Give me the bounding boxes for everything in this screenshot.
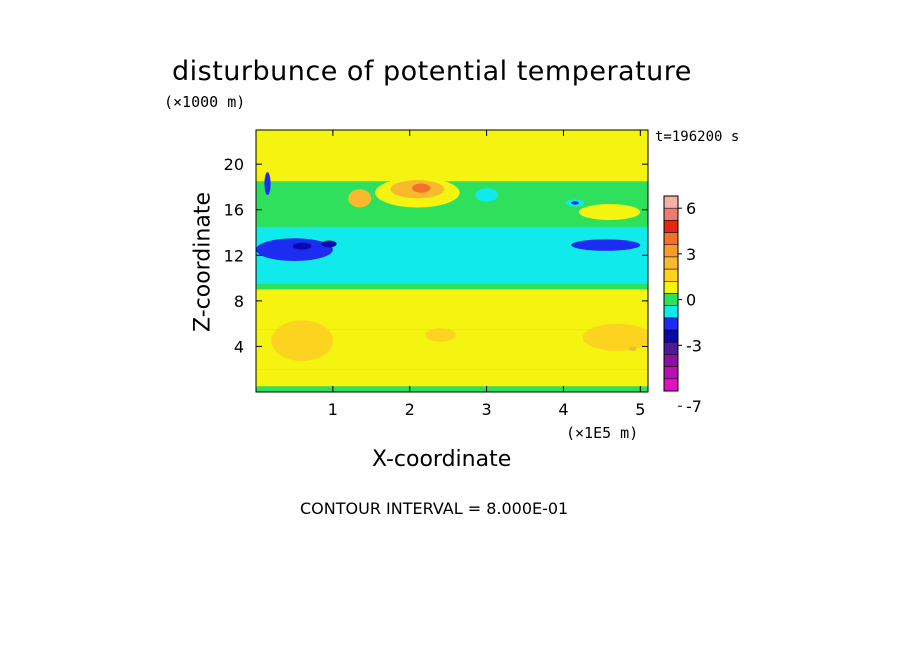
contour-region [578,204,641,220]
colorbar-swatch [663,305,679,319]
contour-interval-label: CONTOUR INTERVAL = 8.000E-01 [300,499,569,518]
x-tick-label: 1 [328,400,338,419]
colorbar-swatch [663,244,679,258]
contour-region [582,323,648,351]
colorbar-swatch [663,342,679,355]
y-tick-label: 4 [234,337,244,356]
x-tick-label: 2 [405,400,415,419]
colorbar-swatch [663,195,679,209]
time-label: t=196200 s [655,129,740,145]
y-tick-label: 20 [224,155,244,174]
contour-region [571,239,641,251]
contour-region [292,242,312,250]
colorbar-frame [663,195,679,392]
contour-field [256,130,648,392]
y-tick-label: 16 [224,201,244,220]
x-axis-unit: (×1E5 m) [566,424,639,442]
colorbar-tick-label: 3 [686,245,696,264]
x-tick-label: 3 [481,400,491,419]
colorbar-swatch [663,366,679,380]
contour-region [571,201,579,205]
contour-region [348,189,372,208]
x-axis-label: X-coordinate [372,447,512,472]
x-tick-label: 4 [558,400,568,419]
contour-region [264,172,271,195]
contour-region [321,240,337,248]
y-tick-label: 8 [234,292,244,311]
chart-title: disturbunce of potential temperature [172,56,692,87]
x-tick-label: 5 [635,400,645,419]
colorbar-swatch [663,281,679,294]
colorbar-swatch [663,268,679,282]
colorbar-tick-label: -7 [686,397,702,416]
contour-region [425,328,456,342]
colorbar-swatch [663,329,679,343]
contour-region [412,183,431,193]
colorbar-swatch [663,256,679,270]
colorbar-swatch [663,207,679,221]
contour-band [256,130,648,182]
contour-region [271,320,333,362]
contour-region [628,346,637,351]
y-tick-label: 12 [224,246,244,265]
y-axis-unit: (×1000 m) [164,93,246,111]
colorbar-swatch [663,293,679,306]
plot-frame [255,129,649,393]
colorbar-swatch [663,317,679,331]
contour-region [475,188,499,202]
colorbar-swatch [663,232,679,245]
colorbar-tick-label: 0 [686,291,696,310]
colorbar-swatch [663,354,679,367]
contour-band [256,289,648,330]
colorbar-swatch [663,220,679,233]
contour-region [256,238,333,261]
colorbar-tick-label: 6 [686,199,696,218]
colorbar-tick-label: -3 [686,336,702,355]
colorbar-swatch [663,378,679,392]
contour-band [256,369,648,387]
